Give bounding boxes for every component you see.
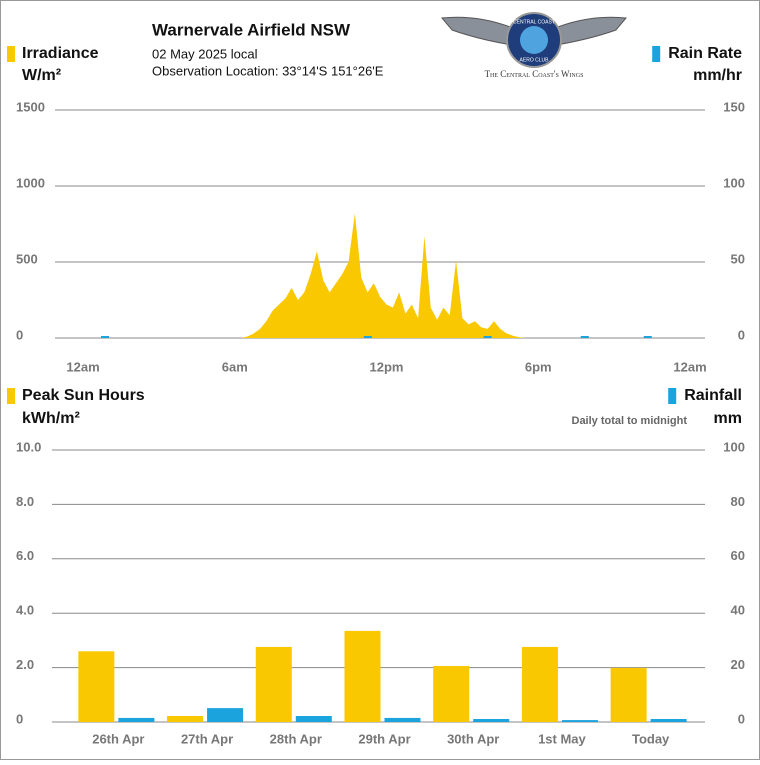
legend-swatch: [652, 46, 661, 62]
y2-axis-unit: mm/hr: [693, 67, 742, 84]
bar: [650, 719, 687, 722]
logo-ring-top: CENTRAL COAST: [513, 19, 555, 25]
y-tick-label: 10.0: [16, 439, 41, 454]
bar: [561, 720, 598, 722]
logo-ring-bottom: AERO CLUB: [520, 57, 550, 63]
legend-label: Peak Sun Hours: [22, 387, 145, 404]
y2-axis-unit: mm: [714, 410, 742, 427]
logo: CENTRAL COAST AERO CLUB The Central Coas…: [441, 12, 627, 79]
y-tick-label: 6.0: [16, 548, 34, 563]
x-tick-label: Today: [632, 731, 670, 746]
y-axis-unit: kWh/m²: [22, 410, 80, 427]
bar: [610, 667, 647, 722]
bar: [207, 708, 244, 722]
y-tick-label: 0: [16, 327, 23, 342]
x-tick-label: 12am: [66, 359, 99, 374]
bar: [473, 719, 510, 722]
x-tick-label: 30th Apr: [447, 731, 499, 746]
bar: [384, 717, 421, 722]
y-tick-label: 8.0: [16, 494, 34, 509]
rain-rate-mark: [483, 336, 492, 338]
y-tick-label: 1500: [16, 99, 45, 114]
bar: [433, 665, 470, 722]
date-label: 02 May 2025 local: [152, 46, 258, 61]
x-tick-label: 1st May: [538, 731, 586, 746]
y-tick-label: 4.0: [16, 603, 34, 618]
legend-label: Rain Rate: [668, 45, 742, 62]
legend-label: Irradiance: [22, 45, 99, 62]
location-label: Observation Location: 33°14'S 151°26'E: [152, 63, 384, 78]
legend-swatch: [668, 388, 677, 404]
y2-tick-label: 150: [723, 99, 745, 114]
x-tick-label: 29th Apr: [358, 731, 410, 746]
x-tick-label: 27th Apr: [181, 731, 233, 746]
logo-caption: The Central Coast's Wings: [485, 69, 584, 79]
annotation: Daily total to midnight: [572, 415, 688, 427]
rain-rate-mark: [580, 336, 589, 338]
legend-swatch: [7, 46, 15, 62]
y2-tick-label: 0: [738, 711, 745, 726]
y2-tick-label: 40: [731, 603, 745, 618]
legend-swatch: [7, 388, 15, 404]
y-tick-label: 0: [16, 711, 23, 726]
bar: [255, 646, 292, 722]
legend-label: Rainfall: [684, 387, 742, 404]
y2-tick-label: 80: [731, 494, 745, 509]
y-tick-label: 2.0: [16, 657, 34, 672]
x-tick-label: 28th Apr: [270, 731, 322, 746]
x-tick-label: 6am: [222, 359, 248, 374]
logo-center: [520, 26, 548, 54]
x-tick-label: 6pm: [525, 359, 552, 374]
bar: [344, 630, 381, 722]
x-tick-label: 12am: [673, 359, 706, 374]
y2-tick-label: 20: [731, 657, 745, 672]
rain-rate-mark: [101, 336, 110, 338]
irradiance-area: [234, 213, 539, 338]
y2-tick-label: 0: [738, 327, 745, 342]
y-tick-label: 500: [16, 251, 38, 266]
y-tick-label: 1000: [16, 175, 45, 190]
y-axis-unit: W/m²: [22, 67, 61, 84]
bar: [167, 716, 204, 722]
bar: [78, 651, 115, 722]
y2-tick-label: 100: [723, 175, 745, 190]
page-title: Warnervale Airfield NSW: [152, 20, 351, 39]
y2-tick-label: 50: [731, 251, 745, 266]
y2-tick-label: 100: [723, 439, 745, 454]
rain-rate-mark: [363, 336, 372, 338]
bar: [295, 716, 332, 722]
y2-tick-label: 60: [731, 548, 745, 563]
bar: [118, 717, 155, 722]
x-tick-label: 26th Apr: [92, 731, 144, 746]
bar: [521, 646, 558, 722]
rain-rate-mark: [643, 336, 652, 338]
x-tick-label: 12pm: [370, 359, 404, 374]
